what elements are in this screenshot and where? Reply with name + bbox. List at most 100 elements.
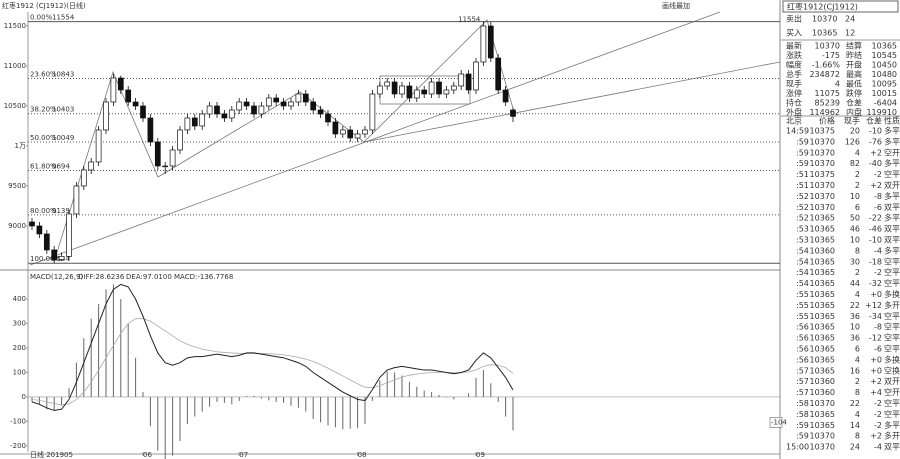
fib-label: 23.60% — [30, 71, 57, 79]
tick-cell: 10365 — [810, 290, 835, 299]
tick-cell: -8 — [874, 323, 882, 332]
candle-body — [302, 93, 309, 103]
column-header: 仓差 — [866, 116, 882, 126]
stat-label: 最新 — [786, 41, 802, 51]
tick-cell: 14:59 — [786, 127, 809, 136]
candle-body — [73, 185, 80, 215]
tick-cell: -2 — [874, 268, 882, 277]
tick-cell: :52 — [796, 192, 809, 201]
tick-cell: 空换 — [884, 365, 900, 375]
tick-cell: 8 — [855, 432, 860, 441]
candle-body — [43, 233, 50, 251]
tick-cell: 20 — [850, 127, 860, 136]
tick-cell: :54 — [796, 246, 809, 255]
stat-value: 114962 — [809, 108, 840, 117]
tick-cell: 多平 — [884, 420, 900, 430]
candle-body — [280, 101, 287, 107]
tick-cell: 双平 — [884, 443, 900, 452]
tick-cell: 空平 — [884, 311, 900, 321]
tick-cell: -8 — [874, 192, 882, 201]
tick-cell: 10365 — [810, 421, 835, 430]
stat-label: 最高 — [846, 69, 862, 79]
tick-cell: 126 — [845, 137, 860, 146]
tick-cell: -6 — [874, 345, 882, 354]
candle-body — [125, 89, 132, 103]
y-tick-label: -200 — [10, 442, 26, 450]
fib-label: 0.00% — [30, 14, 53, 22]
macd-readout: DEA:97.0100 — [126, 273, 172, 281]
candle-body — [80, 169, 87, 187]
tick-cell: 多换 — [884, 354, 900, 364]
candle-body — [184, 117, 191, 131]
stat-value: -175 — [822, 51, 840, 60]
tick-cell: -32 — [869, 279, 882, 288]
stat-label: 昨结 — [846, 50, 862, 60]
stat-value: 10370 — [815, 42, 840, 51]
marker-box — [769, 417, 783, 428]
tick-cell: 空平 — [884, 409, 900, 419]
tick-cell: 10370 — [810, 399, 835, 408]
window-title: 红枣1912 (CJ1912)(日线) — [2, 1, 86, 10]
candle-body — [295, 93, 302, 103]
candle-body — [399, 85, 405, 95]
tick-cell: :57 — [796, 377, 809, 386]
tick-cell: -22 — [869, 214, 882, 223]
macd-readout: DIFF:28.6236 — [78, 273, 125, 281]
candle-body — [354, 133, 361, 139]
candle-body — [147, 117, 154, 143]
tick-cell: 10370 — [810, 432, 835, 441]
candle-body — [251, 105, 257, 115]
tick-cell: -76 — [869, 137, 882, 146]
tick-cell: :53 — [796, 225, 809, 234]
draw-tool[interactable]: 画线最加 — [662, 1, 690, 10]
tick-cell: 2 — [855, 268, 860, 277]
tick-cell: 4 — [855, 355, 860, 364]
x-tick-label: 07 — [239, 451, 248, 459]
tick-cell: 双开 — [884, 181, 900, 190]
book-volume: 24 — [845, 15, 855, 24]
tick-cell: :56 — [796, 323, 809, 332]
tick-cell: 10370 — [810, 181, 835, 190]
tick-cell: 双开 — [884, 377, 900, 386]
tick-cell: 10370 — [810, 192, 835, 201]
tick-cell: :55 — [796, 301, 809, 310]
stat-label: 最低 — [846, 79, 862, 89]
tick-cell: -2 — [874, 170, 882, 179]
candle-body — [265, 97, 272, 107]
tick-cell: 多开 — [884, 431, 900, 441]
candle-body — [436, 81, 442, 95]
tick-cell: 空平 — [884, 267, 900, 277]
tick-cell: -10 — [869, 127, 882, 136]
stat-value: 85239 — [815, 99, 840, 108]
tick-cell: 双平 — [884, 203, 900, 212]
tick-cell: :52 — [796, 203, 809, 212]
fib-value: 9139 — [52, 207, 70, 215]
fib-value: 11554 — [52, 14, 75, 22]
tick-cell: -34 — [869, 312, 882, 321]
candle-body — [465, 73, 472, 91]
candle-body — [228, 109, 235, 119]
candle-body — [428, 81, 435, 95]
tick-cell: 46 — [850, 225, 860, 234]
stat-label: 开盘 — [846, 60, 862, 70]
tick-cell: 6 — [855, 345, 860, 354]
candle-body — [339, 129, 346, 135]
tick-cell: 4 — [855, 148, 860, 157]
macd-readout: MACD:-136.7768 — [174, 273, 233, 281]
tick-cell: 空平 — [884, 344, 900, 354]
tick-cell: :56 — [796, 355, 809, 364]
candle-body — [391, 81, 398, 95]
tick-cell: 空平 — [884, 256, 900, 266]
tick-cell: :59 — [796, 421, 809, 430]
tick-cell: :51 — [796, 170, 809, 179]
candle-body — [117, 77, 124, 91]
stat-value: -6404 — [874, 99, 897, 108]
stat-value: 10095 — [872, 80, 897, 89]
candle-body — [347, 129, 354, 139]
candle-body — [510, 109, 516, 117]
fib-label: 50.00% — [30, 134, 57, 142]
tick-cell: :57 — [796, 388, 809, 397]
tick-cell: +12 — [865, 301, 882, 310]
